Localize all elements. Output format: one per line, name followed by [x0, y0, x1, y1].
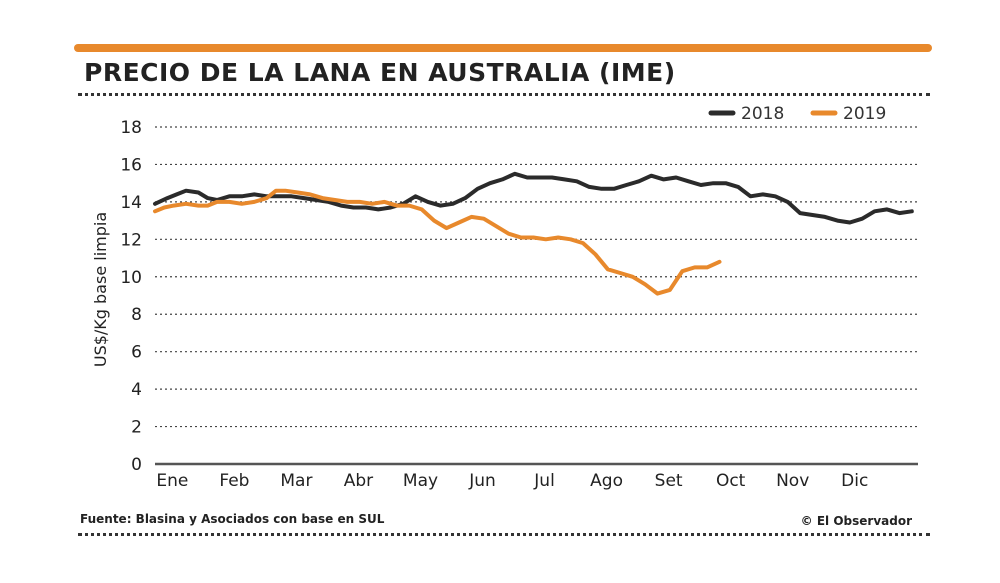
y-tick-label: 12 [120, 230, 142, 250]
title-divider [78, 93, 930, 96]
chart-title: PRECIO DE LA LANA EN AUSTRALIA (IME) [84, 58, 676, 87]
y-tick-label: 0 [131, 455, 142, 475]
x-tick-label: Jul [533, 471, 555, 491]
x-tick-label: Mar [280, 471, 312, 491]
legend-label-2018: 2018 [741, 104, 784, 124]
legend-label-2019: 2019 [843, 104, 886, 124]
legend: 2018 2019 [708, 104, 886, 124]
x-tick-label: Oct [716, 471, 746, 491]
x-tick-label: Feb [219, 471, 249, 491]
x-tick-label: May [403, 471, 438, 491]
footer-divider [78, 533, 930, 536]
y-axis-label: US$/Kg base limpia [91, 212, 110, 367]
x-tick-label: Ene [156, 471, 188, 491]
x-tick-label: Dic [841, 471, 868, 491]
source-note: Fuente: Blasina y Asociados con base en … [80, 512, 385, 526]
y-tick-label: 8 [131, 305, 142, 325]
accent-top-bar [74, 44, 932, 52]
y-tick-label: 10 [120, 268, 142, 288]
credit-note: © El Observador [800, 514, 912, 528]
series-line-2019 [153, 188, 722, 296]
y-tick-label: 16 [120, 155, 142, 175]
x-tick-label: Abr [344, 471, 373, 491]
series-lines [153, 171, 914, 296]
x-tick-label: Jun [468, 471, 496, 491]
y-tick-label: 14 [120, 193, 142, 213]
x-tick-label: Nov [776, 471, 809, 491]
y-tick-label: 6 [131, 343, 142, 363]
y-tick-label: 2 [131, 418, 142, 438]
x-tick-label: Ago [590, 471, 623, 491]
grid-lines [155, 126, 918, 428]
x-axis-ticks: Ene Feb Mar Abr May Jun Jul Ago Set Oct Nov Dic [156, 471, 868, 491]
x-tick-label: Set [655, 471, 683, 491]
y-tick-label: 18 [120, 118, 142, 138]
y-tick-label: 4 [131, 380, 142, 400]
y-axis-ticks: 0 2 4 6 8 10 12 14 16 18 [120, 118, 142, 475]
